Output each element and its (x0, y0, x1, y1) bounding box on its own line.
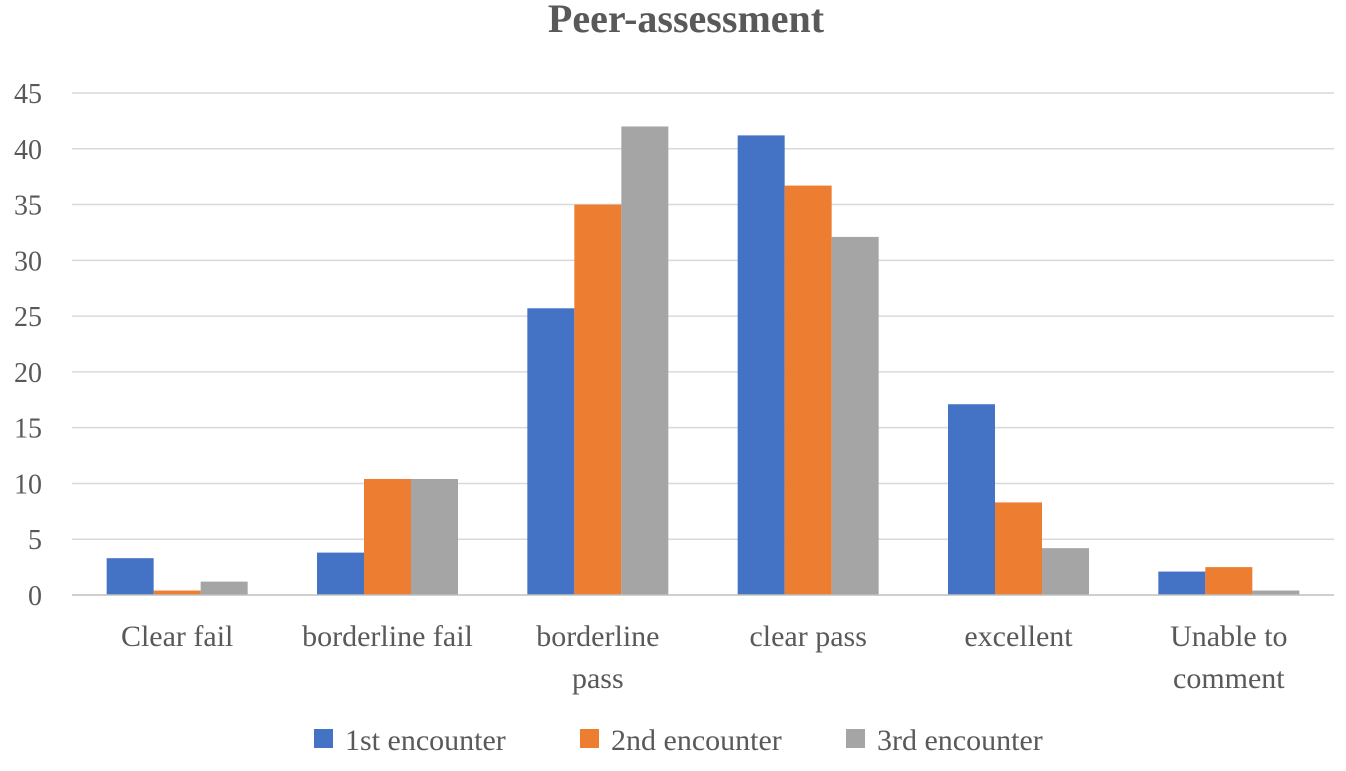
y-tick-label: 30 (14, 246, 42, 277)
x-category-label: borderline fail (302, 620, 473, 653)
y-tick-label: 45 (14, 79, 42, 110)
chart-title: Peer-assessment (548, 0, 825, 41)
bar-2-6 (1205, 567, 1253, 595)
y-tick-label: 5 (28, 525, 42, 556)
bar-3-6 (1252, 590, 1300, 595)
bar-2-5 (995, 502, 1042, 595)
bar-1-3 (527, 308, 575, 595)
bar-2-1 (153, 590, 201, 595)
legend-label: 3rd encounter (877, 724, 1043, 757)
y-tick-label: 10 (14, 469, 42, 500)
bar-3-4 (831, 236, 879, 595)
y-tick-label: 35 (14, 191, 42, 222)
bar-1-6 (1158, 571, 1206, 595)
y-tick-label: 40 (14, 135, 42, 166)
gridlines (72, 92, 1334, 540)
legend-swatch (314, 729, 333, 748)
x-category-label: borderline pass (536, 620, 659, 695)
bar-1-1 (106, 558, 154, 595)
x-category-label: clear pass (749, 620, 866, 653)
y-axis-ticks: 0 5 10 15 20 25 30 35 40 45 (14, 79, 42, 612)
bar-1-5 (948, 404, 995, 595)
x-category-label: excellent (964, 620, 1073, 653)
bar-3-5 (1042, 548, 1089, 595)
bar-2-3 (574, 204, 622, 596)
bar-2-4 (784, 185, 832, 595)
bar-3-2 (411, 478, 458, 595)
x-category-label: Unable to comment (1170, 620, 1287, 695)
legend-swatch (846, 729, 865, 748)
bar-3-3 (621, 126, 669, 595)
y-tick-label: 25 (14, 302, 42, 333)
y-tick-label: 15 (14, 414, 42, 445)
x-axis-categories: Clear fail borderline fail borderline pass c… (121, 620, 1288, 695)
legend-label: 1st encounter (345, 724, 506, 757)
bar-1-4 (737, 135, 785, 595)
legend-label: 2nd encounter (611, 724, 782, 757)
legend-swatch (580, 729, 599, 748)
y-tick-label: 0 (28, 581, 42, 612)
bars (106, 126, 1300, 596)
legend: 1st encounter 2nd encounter 3rd encounter (314, 724, 1043, 757)
bar-3-1 (200, 581, 248, 595)
y-tick-label: 20 (14, 358, 42, 389)
bar-1-2 (317, 552, 364, 595)
x-category-label: Clear fail (121, 620, 233, 653)
bar-2-2 (364, 478, 411, 595)
